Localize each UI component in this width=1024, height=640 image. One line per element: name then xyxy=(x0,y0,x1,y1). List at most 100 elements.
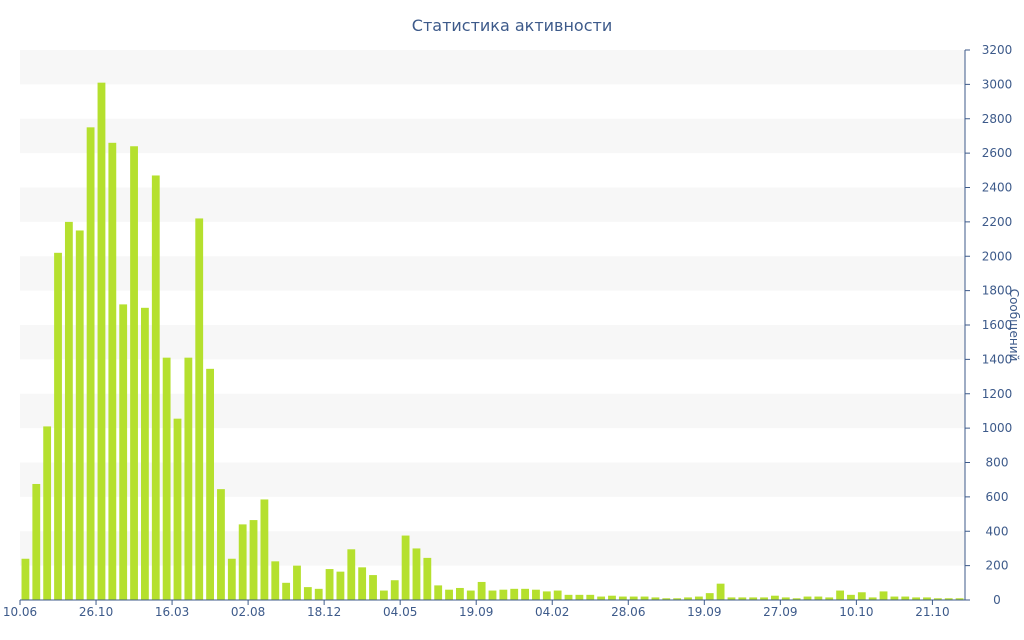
bar xyxy=(260,499,269,600)
y-tick-label: 3200 xyxy=(982,43,1013,57)
x-tick-label: 04.02 xyxy=(535,605,569,619)
bar xyxy=(227,558,236,600)
y-tick-label: 400 xyxy=(986,524,1009,538)
y-axis-title: Сообщений xyxy=(1007,289,1021,362)
bar-series xyxy=(21,82,964,601)
bar xyxy=(271,561,280,600)
bar xyxy=(521,588,529,600)
bar xyxy=(249,520,258,600)
bar xyxy=(684,597,692,600)
bar xyxy=(694,596,703,600)
bar xyxy=(423,557,432,600)
grid-band xyxy=(20,531,965,566)
x-tick-label: 27.09 xyxy=(763,605,797,619)
bar xyxy=(75,230,84,600)
y-tick-label: 1200 xyxy=(982,387,1013,401)
bar xyxy=(21,558,30,600)
grid-bands xyxy=(20,50,965,566)
x-tick-label: 16.03 xyxy=(155,605,189,619)
y-tick-label: 1800 xyxy=(982,284,1013,298)
y-tick-label: 1000 xyxy=(982,421,1013,435)
y-tick-label: 600 xyxy=(986,490,1009,504)
grid-band xyxy=(20,325,965,360)
bar xyxy=(488,590,497,600)
bar xyxy=(130,146,138,600)
bar xyxy=(825,597,834,600)
grid-band xyxy=(20,187,965,222)
bar xyxy=(586,594,595,600)
y-tick-label: 2400 xyxy=(982,181,1013,195)
y-axis-ticks: 0 200 400 600 800 1000 1200 1400 1600 1800 2000 220… xyxy=(965,43,1012,607)
y-tick-label: 800 xyxy=(986,456,1009,470)
bar xyxy=(814,596,823,600)
x-tick-label: 28.06 xyxy=(611,605,645,619)
x-tick-label: 18.12 xyxy=(307,605,341,619)
bar xyxy=(803,596,812,600)
bar xyxy=(608,595,616,600)
x-tick-label: 02.08 xyxy=(231,605,265,619)
y-tick-label: 2200 xyxy=(982,215,1013,229)
grid-band xyxy=(20,256,965,291)
bar xyxy=(64,221,73,601)
bar xyxy=(651,597,660,600)
bar xyxy=(282,582,291,600)
bar xyxy=(738,597,747,600)
y-tick-label: 200 xyxy=(986,559,1009,573)
grid-band xyxy=(20,118,965,154)
bar xyxy=(879,591,888,600)
bar xyxy=(347,549,356,600)
bar xyxy=(358,567,367,600)
bar xyxy=(119,304,128,601)
bar xyxy=(206,368,214,600)
x-tick-label: 21.10 xyxy=(915,605,949,619)
bar xyxy=(955,598,964,600)
grid-band xyxy=(20,50,965,85)
bar xyxy=(97,82,106,600)
bar xyxy=(912,597,921,600)
bar xyxy=(868,597,877,600)
y-tick-label: 1600 xyxy=(982,318,1013,332)
y-tick-label: 0 xyxy=(993,593,1001,607)
bar xyxy=(944,598,953,600)
bar xyxy=(575,594,584,600)
bar xyxy=(162,357,171,600)
bar xyxy=(293,565,301,601)
bar xyxy=(618,596,627,600)
x-tick-label: 19.09 xyxy=(687,605,721,619)
bar xyxy=(108,142,117,600)
bar xyxy=(466,590,475,600)
bar xyxy=(151,175,160,600)
bar xyxy=(195,218,204,600)
grid-band xyxy=(20,393,965,429)
bar xyxy=(760,597,768,600)
y-tick-label: 2600 xyxy=(982,146,1013,160)
bar xyxy=(445,589,453,600)
bar xyxy=(901,596,910,600)
bar xyxy=(499,589,508,600)
bar xyxy=(434,585,443,600)
x-tick-label: 04.05 xyxy=(383,605,417,619)
bar xyxy=(412,548,421,600)
bar xyxy=(32,483,41,600)
bar xyxy=(792,598,801,600)
bar xyxy=(510,588,519,600)
bar xyxy=(325,569,334,600)
bar xyxy=(238,524,247,601)
bar xyxy=(542,591,551,600)
bar xyxy=(629,596,638,600)
bar xyxy=(401,535,410,600)
bar xyxy=(303,587,312,600)
bar xyxy=(141,307,149,600)
y-tick-label: 3000 xyxy=(982,77,1013,91)
bar xyxy=(54,252,62,600)
bar xyxy=(184,357,193,600)
bar xyxy=(314,588,323,600)
bar xyxy=(847,594,855,600)
y-tick-label: 1400 xyxy=(982,352,1013,366)
bar xyxy=(923,597,931,600)
chart-title: Статистика активности xyxy=(412,16,612,35)
bar xyxy=(716,583,725,600)
bar xyxy=(532,589,540,600)
